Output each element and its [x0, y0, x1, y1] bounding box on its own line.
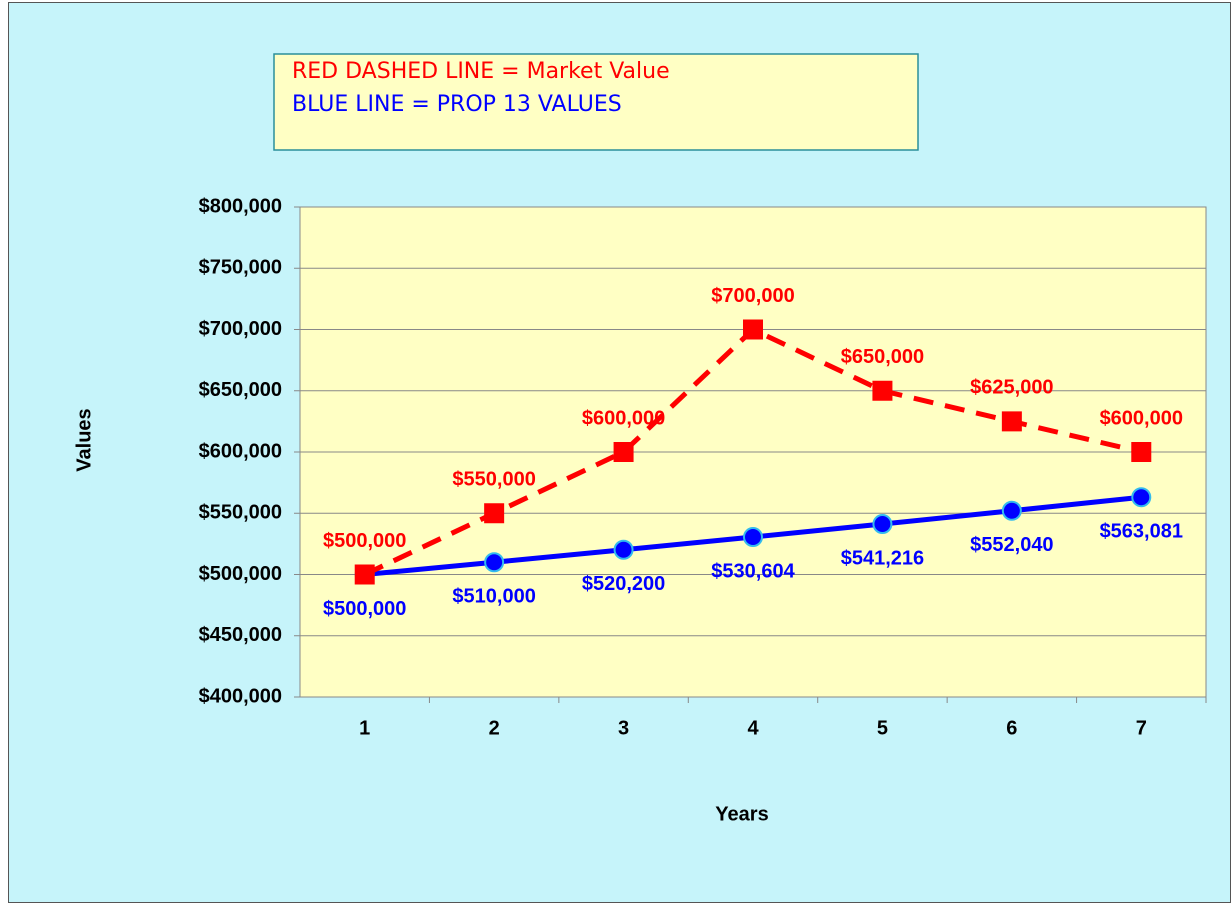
marker [1131, 442, 1152, 462]
x-axis-title: Years [715, 803, 768, 825]
marker [613, 442, 634, 462]
y-tick-label: $550,000 [199, 502, 282, 524]
data-label: $530,604 [711, 560, 795, 582]
y-tick-label: $800,000 [199, 195, 282, 217]
x-tick-label: 3 [618, 717, 629, 739]
y-tick-label: $400,000 [199, 685, 282, 707]
x-tick-label: 6 [1006, 717, 1017, 739]
data-label: $550,000 [452, 469, 535, 491]
legend-box [273, 53, 919, 151]
marker [1001, 411, 1022, 432]
marker [1131, 487, 1152, 508]
marker [743, 319, 763, 340]
marker [613, 539, 634, 560]
marker [872, 514, 893, 535]
data-label: $650,000 [841, 346, 924, 368]
legend-text: RED DASHED LINE = Market Value [292, 59, 670, 84]
data-label: $510,000 [452, 586, 535, 608]
x-tick-label: 2 [489, 717, 500, 739]
y-tick-label: $700,000 [199, 318, 282, 340]
y-tick-label: $500,000 [199, 563, 282, 585]
y-axis-title: Values [73, 408, 95, 471]
y-tick-label: $750,000 [199, 257, 282, 279]
marker [484, 503, 505, 524]
marker [484, 552, 505, 573]
marker [743, 527, 763, 548]
y-tick-label: $650,000 [199, 379, 282, 401]
data-label: $700,000 [711, 285, 794, 307]
x-tick-label: 1 [359, 717, 370, 739]
marker [872, 380, 893, 401]
y-tick-label: $600,000 [199, 440, 282, 462]
x-tick-label: 5 [877, 717, 888, 739]
data-label: $563,081 [1100, 521, 1183, 543]
marker [354, 564, 375, 585]
legend-text: BLUE LINE = PROP 13 VALUES [292, 92, 622, 117]
marker [1001, 500, 1022, 521]
data-label: $552,040 [970, 534, 1053, 556]
data-label: $500,000 [323, 530, 406, 552]
data-label: $625,000 [970, 377, 1053, 399]
data-label: $600,000 [582, 407, 665, 429]
y-tick-label: $450,000 [199, 624, 282, 646]
data-label: $600,000 [1100, 407, 1183, 429]
data-label: $500,000 [323, 598, 406, 620]
data-label: $520,200 [582, 573, 665, 595]
data-label: $541,216 [841, 547, 924, 569]
x-tick-label: 7 [1136, 717, 1147, 739]
x-tick-label: 4 [747, 717, 759, 739]
